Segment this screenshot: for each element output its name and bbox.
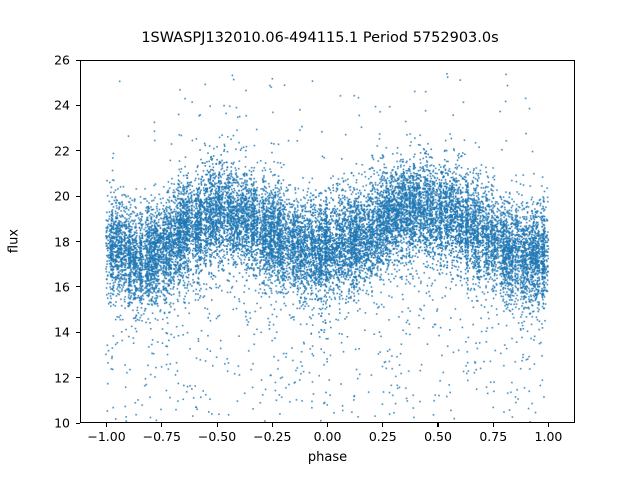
scatter-plot-canvas	[81, 61, 574, 422]
y-tick-mark	[76, 59, 80, 61]
x-tick-label: 0.50	[424, 429, 452, 444]
x-axis-label: phase	[307, 450, 348, 465]
x-tick-label: −1.00	[87, 429, 126, 444]
y-tick-label: 22	[54, 143, 70, 159]
x-tick-label: 0.00	[313, 429, 342, 444]
y-tick-label: 14	[54, 324, 70, 340]
y-tick-label: 24	[54, 97, 70, 113]
y-tick-mark	[76, 377, 80, 379]
y-tick-mark	[76, 331, 80, 333]
plot-axes-frame	[80, 60, 575, 423]
y-tick-label: 10	[54, 415, 70, 431]
x-tick-label: 0.75	[479, 429, 508, 444]
y-axis-label: flux	[6, 228, 22, 254]
y-tick-label: 26	[54, 52, 70, 68]
x-tick-mark	[161, 423, 163, 427]
y-tick-label: 20	[54, 188, 70, 204]
chart-title: 1SWASPJ132010.06-494115.1 Period 5752903…	[141, 30, 499, 46]
x-tick-label: −0.75	[142, 429, 181, 444]
y-tick-mark	[76, 104, 80, 106]
y-tick-label: 16	[54, 279, 70, 295]
x-tick-mark	[547, 423, 550, 427]
x-tick-mark	[492, 423, 494, 427]
x-tick-label: 0.25	[368, 429, 397, 444]
x-tick-label: −0.50	[197, 429, 237, 444]
y-tick-mark	[76, 422, 80, 424]
y-tick-mark	[76, 241, 80, 243]
y-tick-label: 18	[54, 234, 70, 249]
x-tick-mark	[106, 423, 108, 427]
x-tick-mark	[216, 423, 218, 427]
x-tick-mark	[382, 423, 384, 427]
y-tick-label: 12	[54, 370, 70, 386]
y-tick-mark	[76, 286, 80, 288]
x-tick-mark	[327, 423, 329, 427]
y-tick-mark	[76, 150, 80, 152]
x-tick-mark	[437, 423, 439, 427]
y-tick-mark	[76, 195, 80, 197]
x-tick-label: −0.25	[253, 429, 292, 444]
x-tick-label: 1.00	[534, 429, 563, 444]
x-tick-mark	[271, 423, 273, 427]
